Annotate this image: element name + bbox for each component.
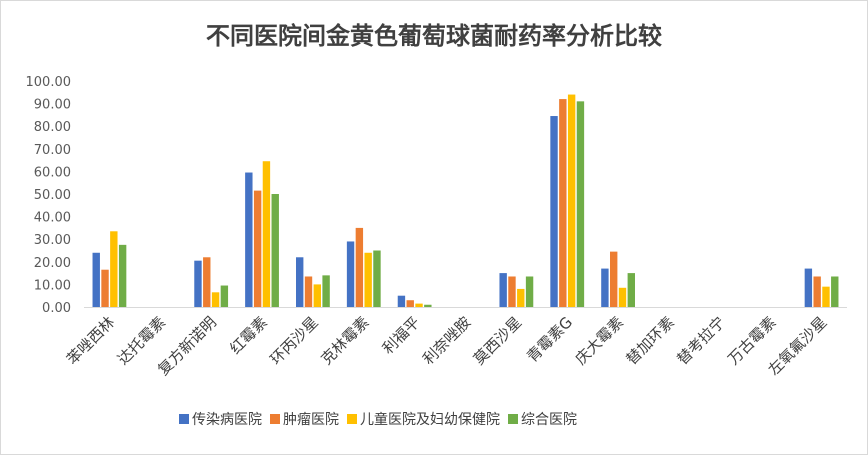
bar xyxy=(576,101,585,307)
y-axis: 0.00 10.00 20.00 30.00 40.00 50.00 60.00 70.00 8… xyxy=(26,75,847,316)
legend-swatch xyxy=(508,414,518,424)
y-tick-label: 0.00 xyxy=(42,301,71,316)
bar xyxy=(194,260,202,307)
bar xyxy=(517,288,525,307)
y-tick-label: 90.00 xyxy=(34,98,71,113)
bar xyxy=(373,250,381,307)
bar xyxy=(322,275,330,307)
y-tick-label: 10.00 xyxy=(34,278,71,293)
legend-label: 综合医院 xyxy=(521,412,577,428)
bar xyxy=(92,252,100,307)
y-tick-label: 50.00 xyxy=(34,188,71,203)
bar xyxy=(110,231,118,307)
category-label: 替加环素 xyxy=(623,313,678,368)
bar xyxy=(424,304,432,307)
bar xyxy=(813,276,821,307)
legend-swatch xyxy=(347,414,357,424)
bar xyxy=(118,244,127,307)
category-label: 替考拉宁 xyxy=(673,313,728,368)
bar xyxy=(245,172,253,307)
bar xyxy=(346,241,355,307)
bar xyxy=(355,227,364,307)
bars xyxy=(92,94,839,307)
bar xyxy=(397,295,406,307)
bar xyxy=(203,257,211,307)
category-label: 苯唑西林 xyxy=(63,313,118,368)
bar xyxy=(304,276,313,307)
bar xyxy=(211,292,220,307)
bar xyxy=(406,300,414,307)
category-label: 莫西沙星 xyxy=(470,313,525,368)
bar xyxy=(525,276,534,307)
bar xyxy=(313,284,321,307)
bar xyxy=(253,190,262,307)
bar xyxy=(627,273,635,307)
category-label: 青霉素G xyxy=(523,313,576,366)
y-tick-label: 40.00 xyxy=(34,211,71,226)
category-label: 利福平 xyxy=(379,313,424,358)
bar xyxy=(618,287,627,307)
legend-swatch xyxy=(179,414,189,424)
legend-swatch xyxy=(270,414,280,424)
bar xyxy=(610,251,618,307)
bar xyxy=(831,276,839,307)
y-tick-label: 30.00 xyxy=(34,233,71,248)
bar xyxy=(601,268,609,307)
chart-title: 不同医院间金黄色葡萄球菌耐药率分析比较 xyxy=(206,22,662,50)
y-tick-label: 80.00 xyxy=(34,120,71,135)
category-label: 克林霉素 xyxy=(317,313,372,368)
bar xyxy=(296,257,304,307)
bar xyxy=(101,269,109,307)
bar xyxy=(364,252,372,307)
category-label: 庆大霉素 xyxy=(572,313,627,368)
y-tick-label: 20.00 xyxy=(34,256,71,271)
legend-label: 儿童医院及妇幼保健院 xyxy=(360,411,500,428)
category-label: 红霉素 xyxy=(226,313,271,358)
legend-label: 传染病医院 xyxy=(192,412,262,428)
bar xyxy=(499,273,507,307)
bar xyxy=(508,276,516,307)
legend: 传染病医院 肿瘤医院 儿童医院及妇幼保健院 综合医院 xyxy=(179,411,577,428)
bar xyxy=(271,194,279,307)
bar xyxy=(220,285,229,307)
bar xyxy=(804,268,813,307)
y-tick-label: 60.00 xyxy=(34,165,71,180)
bar xyxy=(262,161,271,307)
bar xyxy=(567,94,576,307)
y-tick-label: 100.00 xyxy=(26,75,72,90)
category-label: 利奈唑胺 xyxy=(419,313,474,368)
y-tick-label: 70.00 xyxy=(34,143,71,158)
bar xyxy=(822,286,830,307)
category-label: 环丙沙星 xyxy=(267,313,322,368)
legend-label: 肿瘤医院 xyxy=(283,411,339,428)
bar xyxy=(559,99,567,307)
bar xyxy=(415,303,423,307)
bar xyxy=(550,116,558,307)
